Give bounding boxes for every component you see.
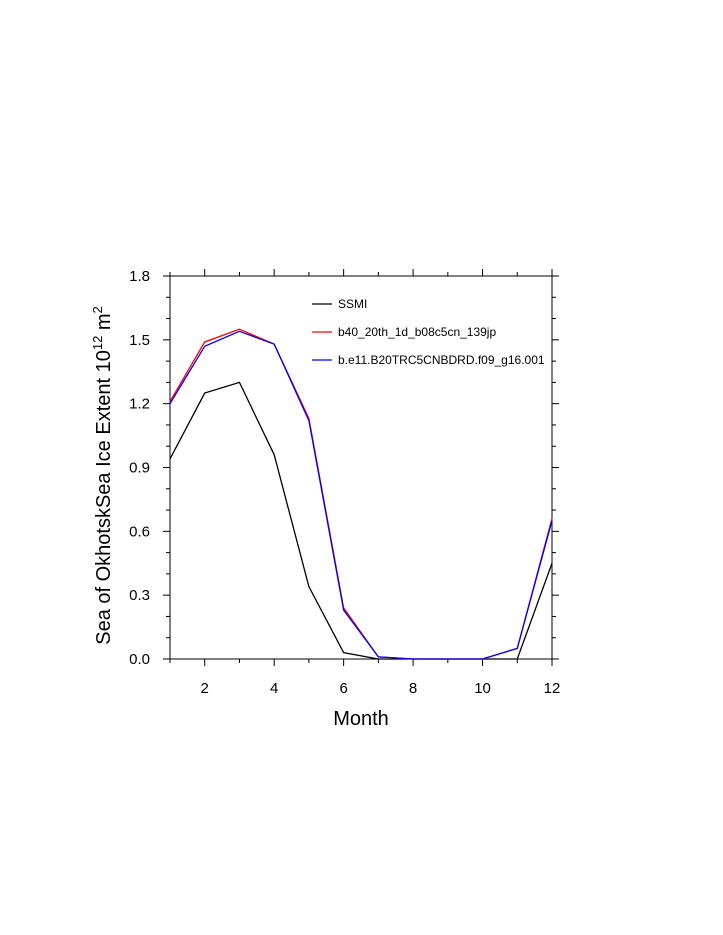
series-layer xyxy=(169,328,553,660)
series-line-2 xyxy=(169,328,553,660)
x-axis-title: Month xyxy=(333,708,389,730)
y-tick-label: 1.8 xyxy=(129,268,150,285)
y-axis-title-unit-exponent: 2 xyxy=(90,306,105,313)
y-tick-label: 1.2 xyxy=(129,396,150,413)
y-axis-title-exponent: 12 xyxy=(90,336,105,350)
series-line-3 xyxy=(169,330,553,660)
y-tick-label: 0.6 xyxy=(129,523,150,540)
x-tick-label: 6 xyxy=(339,680,347,697)
y-axis-title-main: Sea of OkhotskSea Ice Extent 10 xyxy=(93,350,115,645)
legend-label: SSMI xyxy=(338,297,367,311)
y-tick-label: 0.0 xyxy=(129,651,150,668)
y-tick-label: 0.3 xyxy=(129,587,150,604)
x-tick-label: 12 xyxy=(544,680,561,697)
y-tick-label: 1.5 xyxy=(129,332,150,349)
legend: SSMI b40_20th_1d_b08c5cn_139jp b.e11.B20TR… xyxy=(312,297,545,367)
axis-ticks: 2 4 6 8 10 12 0.0 0.3 0.6 0.9 1.2 1.5 1.8 xyxy=(129,268,560,697)
x-tick-label: 10 xyxy=(474,680,491,697)
y-axis-title-unit: m xyxy=(93,313,115,335)
x-tick-label: 4 xyxy=(270,680,278,697)
x-tick-label: 8 xyxy=(409,680,417,697)
y-tick-label: 0.9 xyxy=(129,460,150,477)
series-line-1 xyxy=(169,381,553,660)
legend-label: b40_20th_1d_b08c5cn_139jp xyxy=(338,325,496,339)
x-tick-label: 2 xyxy=(201,680,209,697)
y-axis-title: Sea of OkhotskSea Ice Extent 1012 m2 xyxy=(90,306,115,645)
legend-label: b.e11.B20TRC5CNBDRD.f09_g16.001 xyxy=(338,353,545,367)
